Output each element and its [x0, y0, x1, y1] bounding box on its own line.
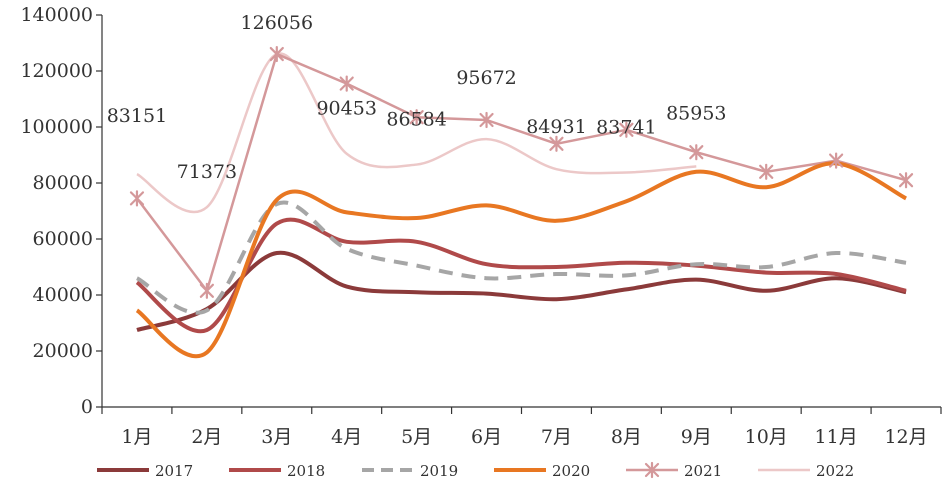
series-marker-2021: [689, 144, 704, 161]
series-marker-2021: [339, 75, 354, 92]
data-label: 86584: [386, 109, 446, 131]
series-marker-2021: [619, 121, 634, 138]
legend-item-2017: 2017: [97, 462, 193, 480]
legend-label: 2019: [420, 462, 458, 480]
legend-item-2019: 2019: [362, 462, 458, 480]
y-tick-label: 0: [81, 396, 93, 418]
series-marker-2021: [549, 135, 564, 152]
x-tick-label: 8月: [611, 426, 642, 448]
series-marker-2021: [759, 163, 774, 180]
x-tick-label: 2月: [191, 426, 222, 448]
series-line-2018: [135, 217, 907, 334]
y-tick-label: 140000: [20, 4, 93, 26]
x-tick-label: 5月: [401, 426, 432, 448]
y-tick-label: 120000: [20, 60, 93, 82]
legend: 2017 2018 2019 2020 2021 2022: [97, 461, 854, 480]
y-tick-label: 100000: [20, 116, 93, 138]
series-marker-2021: [409, 109, 424, 126]
data-label: 83741: [596, 117, 656, 139]
data-labels: 83151 71373 126056 90453 86584 95672 84931 8374…: [107, 12, 727, 183]
x-tick-label: 7月: [541, 426, 572, 448]
legend-label: 2022: [816, 462, 854, 480]
series-marker-2021: [829, 152, 844, 169]
legend-label: 2021: [684, 462, 722, 480]
data-label: 85953: [666, 102, 726, 124]
x-tick-label: 12月: [884, 426, 927, 448]
series-line-2019: [135, 200, 907, 315]
series-marker-2021: [479, 111, 494, 129]
series-markers: [129, 45, 914, 299]
y-tick-label: 20000: [33, 340, 93, 362]
legend-label: 2018: [287, 462, 325, 480]
x-tick-label: 11月: [815, 426, 858, 448]
legend-label: 2017: [155, 462, 193, 480]
series-line-2020: [135, 161, 907, 359]
legend-label: 2020: [552, 462, 590, 480]
data-label: 126056: [241, 12, 314, 34]
legend-marker-icon: [644, 461, 660, 479]
data-label: 71373: [177, 161, 237, 183]
series-line-2021: [135, 52, 907, 293]
legend-item-2021: 2021: [626, 461, 722, 480]
series-line-2022: [136, 52, 697, 214]
x-tick-label: 9月: [681, 426, 712, 448]
series-marker-2021: [898, 172, 914, 189]
series-marker-2021: [129, 190, 145, 207]
x-tick-label: 6月: [471, 426, 502, 448]
y-tick-label: 40000: [33, 284, 93, 306]
x-tick-label: 10月: [745, 426, 788, 448]
y-tick-label: 80000: [33, 172, 93, 194]
data-label: 84931: [526, 116, 586, 138]
series-marker-2021: [269, 45, 284, 63]
y-tick-label: 60000: [33, 228, 93, 250]
data-label: 95672: [456, 67, 516, 89]
x-tick-label: 3月: [261, 426, 292, 448]
series-marker-2021: [199, 282, 214, 299]
legend-item-2018: 2018: [229, 462, 325, 480]
data-label: 90453: [316, 98, 376, 120]
legend-item-2022: 2022: [758, 462, 854, 480]
data-label: 83151: [107, 105, 167, 127]
legend-item-2020: 2020: [494, 462, 590, 480]
series-line-2017: [136, 250, 907, 332]
x-tick-label: 4月: [331, 426, 362, 448]
series-lines: [135, 52, 907, 359]
x-tick-label: 1月: [121, 426, 152, 448]
axes: 0 20000 40000 60000 80000 100000 120000 140000 1…: [20, 4, 942, 448]
